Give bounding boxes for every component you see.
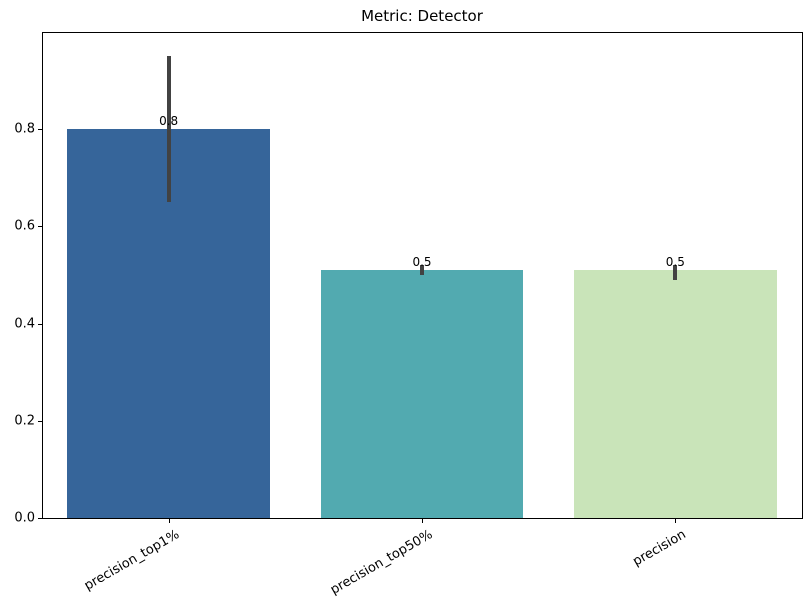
y-tick-label: 0.0 [14,510,35,526]
bar [320,270,524,518]
x-tick [422,519,423,523]
error-bar [673,265,678,280]
y-tick [38,420,42,422]
y-tick [38,323,42,325]
x-tick-label: precision_top1% [81,527,182,594]
x-tick-label: precision [630,527,689,570]
bar-value-label: 0.8 [159,114,179,129]
y-tick-label: 0.4 [14,316,35,332]
y-tick [38,518,42,519]
chart-title: Metric: Detector [361,7,483,25]
y-tick-label: 0.6 [14,218,35,234]
x-tick-label: precision_top50% [327,527,435,598]
y-tick [38,226,42,228]
y-tick-label: 0.2 [14,413,35,429]
bar [574,270,777,518]
error-bar [166,56,171,203]
y-tick-label: 0.8 [14,121,35,137]
x-tick [675,519,677,523]
x-tick [168,519,170,523]
error-bar [420,265,424,275]
bar-value-label: 0.5 [665,255,685,270]
plot-area [42,32,803,519]
bar-value-label: 0.5 [412,255,432,270]
y-tick [38,129,42,131]
